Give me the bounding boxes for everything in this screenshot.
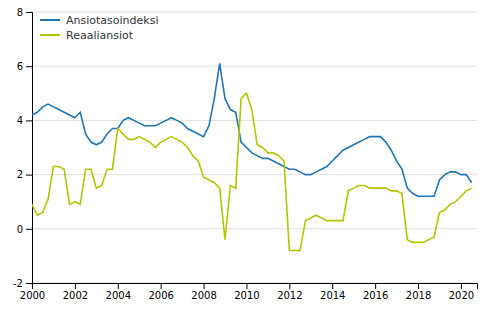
plot: 2000 2002 2004 2006 2008 2010 2012 2014 2016 2018…	[13, 7, 477, 301]
x-tick: 2020	[449, 283, 474, 301]
legend-swatch	[40, 19, 60, 21]
tick-mark	[26, 283, 32, 284]
x-tick: 2008	[191, 283, 216, 301]
tick-label: 2006	[148, 290, 173, 301]
y-tick: 4	[17, 115, 32, 126]
tick-label: 2004	[106, 290, 131, 301]
y-tick: 0	[17, 224, 32, 235]
x-axis: 2000 2002 2004 2006 2008 2010 2012 2014 2016 2018…	[20, 283, 478, 301]
tick-label: 4	[17, 115, 23, 126]
series-line	[32, 93, 472, 250]
tick-label: 2010	[234, 290, 259, 301]
tick-label: 2020	[449, 290, 474, 301]
tick-label: 0	[17, 224, 23, 235]
tick-mark	[26, 120, 32, 121]
tick-mark	[161, 283, 162, 289]
tick-mark	[75, 283, 76, 289]
grid-line	[32, 228, 477, 229]
tick-mark	[26, 12, 32, 13]
x-tick: 2002	[63, 283, 88, 301]
tick-label: 2000	[20, 290, 45, 301]
grid-line	[32, 174, 477, 175]
tick-label: 2002	[63, 290, 88, 301]
legend-item: Ansiotasoindeksi	[40, 14, 158, 27]
tick-label: 8	[17, 7, 23, 18]
x-tick: 2000	[20, 283, 45, 301]
tick-mark	[332, 283, 333, 289]
tick-mark	[246, 283, 247, 289]
legend-item: Reaaliansiot	[40, 29, 134, 42]
y-tick: 8	[17, 7, 32, 18]
legend-label: Reaaliansiot	[66, 29, 134, 42]
tick-mark	[461, 283, 462, 289]
tick-mark	[418, 283, 419, 289]
tick-mark	[26, 66, 32, 67]
x-tick: 2010	[234, 283, 259, 301]
tick-mark	[26, 229, 32, 230]
x-tick: 2014	[320, 283, 345, 301]
grid-line	[32, 66, 477, 67]
axis-line	[26, 13, 33, 284]
tick-label: 2012	[277, 290, 302, 301]
tick-label: 2016	[363, 290, 388, 301]
grid-line	[32, 120, 477, 121]
tick-label: -2	[13, 278, 23, 289]
lines	[32, 63, 472, 250]
tick-mark	[289, 283, 290, 289]
x-tick: 2018	[406, 283, 431, 301]
legend: Ansiotasoindeksi Reaaliansiot	[40, 14, 158, 42]
x-tick: 2012	[277, 283, 302, 301]
tick-label: 2	[17, 169, 23, 180]
legend-label: Ansiotasoindeksi	[66, 14, 158, 27]
y-tick: -2	[13, 278, 32, 289]
tick-mark	[204, 283, 205, 289]
tick-label: 2008	[191, 290, 216, 301]
y-tick: 6	[17, 61, 32, 72]
grid	[32, 12, 477, 283]
x-tick: 2016	[363, 283, 388, 301]
y-axis: -2 0 2 4 6 8	[13, 7, 32, 289]
legend-swatch	[40, 34, 60, 36]
tick-mark	[26, 175, 32, 176]
x-tick: 2004	[106, 283, 131, 301]
tick-label: 6	[17, 61, 23, 72]
axis-line	[33, 284, 478, 290]
tick-label: 2018	[406, 290, 431, 301]
tick-label: 2014	[320, 290, 345, 301]
tick-mark	[375, 283, 376, 289]
y-tick: 2	[17, 169, 32, 180]
series-line	[32, 63, 472, 196]
x-tick: 2006	[148, 283, 173, 301]
chart: 2000 2002 2004 2006 2008 2010 2012 2014 2016 2018…	[0, 0, 493, 309]
tick-mark	[118, 283, 119, 289]
grid-line	[32, 12, 477, 13]
